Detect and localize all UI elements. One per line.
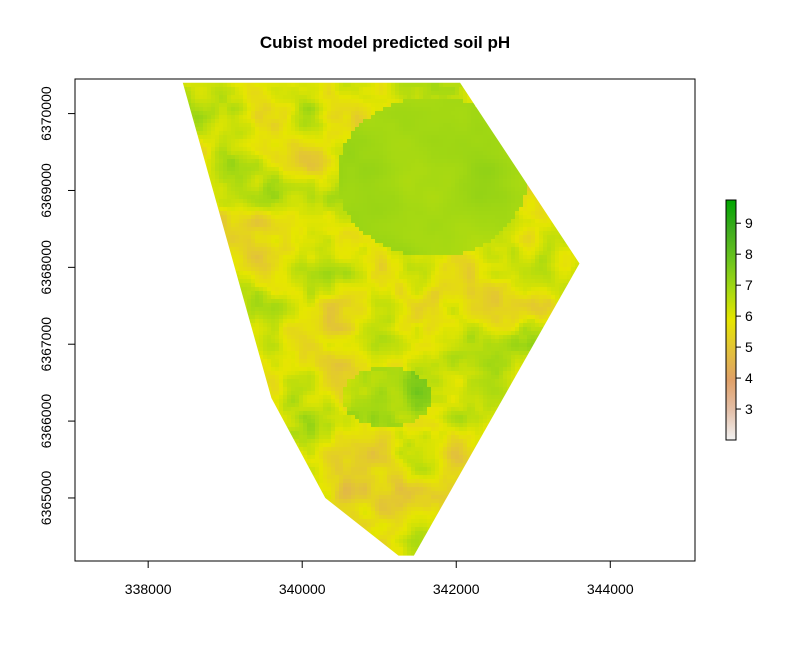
- y-tick-label: 6368000: [38, 240, 54, 295]
- x-tick-label: 338000: [125, 581, 172, 597]
- legend-tick-label: 7: [745, 277, 753, 293]
- color-legend: 3 4 5 6 7 8 9: [725, 199, 753, 441]
- y-tick-label: 6366000: [38, 394, 54, 449]
- legend-tick-label: 8: [745, 246, 753, 262]
- chart-title: Cubist model predicted soil pH: [260, 33, 510, 52]
- x-tick-label: 340000: [279, 581, 326, 597]
- x-axis: 338000 340000 342000 344000: [125, 560, 634, 597]
- legend-tick-label: 9: [745, 215, 753, 231]
- y-axis: 6365000 6366000 6367000 6368000 6369000 63700…: [38, 86, 76, 526]
- legend-tick-label: 3: [745, 401, 753, 417]
- legend-tick-label: 6: [745, 308, 753, 324]
- x-tick-label: 344000: [587, 581, 634, 597]
- y-tick-label: 6369000: [38, 163, 54, 218]
- legend-tick-label: 5: [745, 339, 753, 355]
- x-tick-label: 342000: [433, 581, 480, 597]
- legend-tick-label: 4: [745, 370, 753, 386]
- y-tick-label: 6367000: [38, 317, 54, 372]
- y-tick-label: 6370000: [38, 86, 54, 141]
- legend-colorbar: [725, 199, 737, 441]
- ph-raster-map: [182, 82, 580, 556]
- y-tick-label: 6365000: [38, 471, 54, 526]
